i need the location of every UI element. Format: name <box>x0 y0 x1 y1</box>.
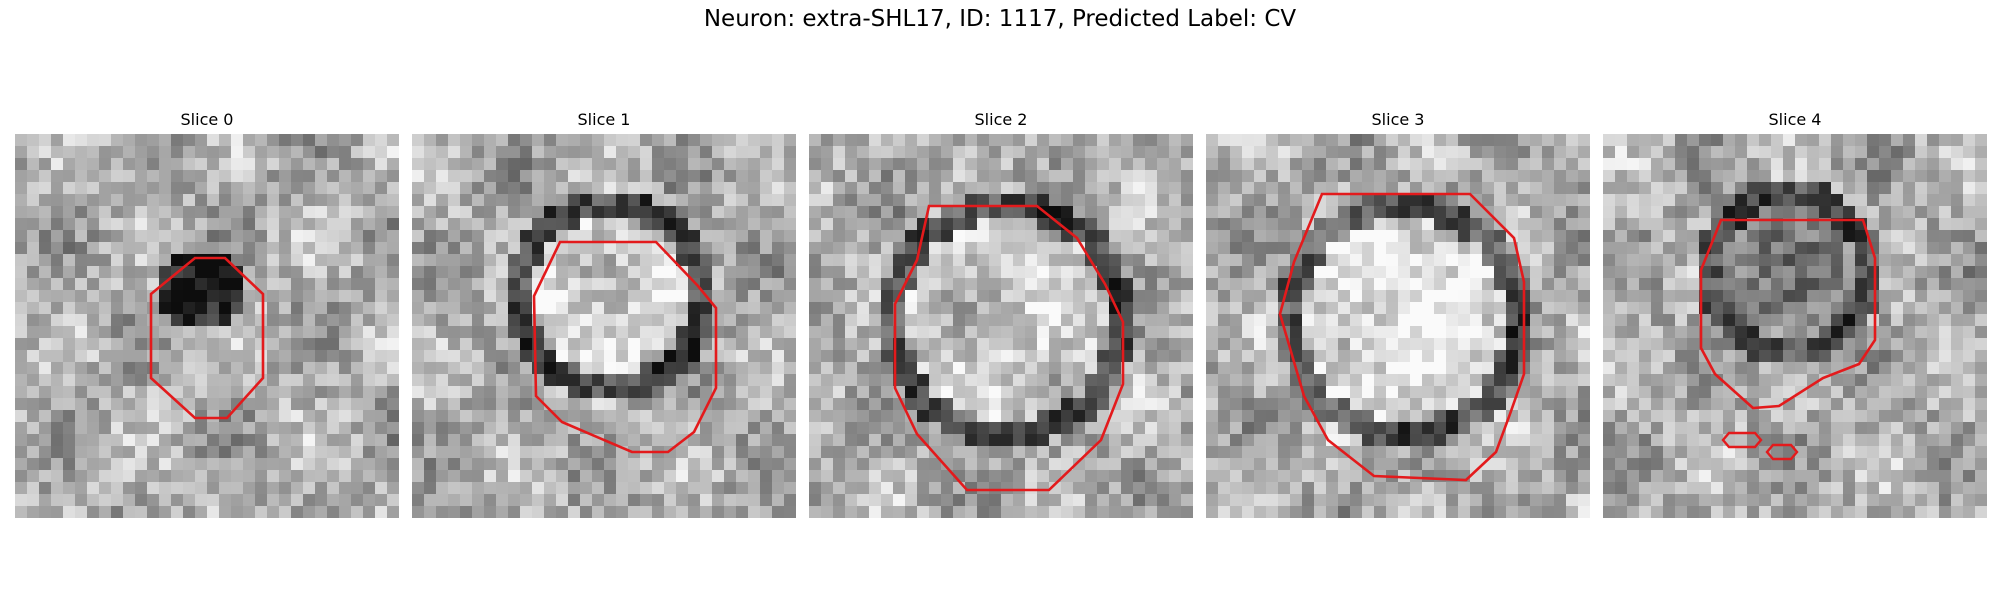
slice-panel-3: Slice 3 <box>1206 106 1590 518</box>
slice-title: Slice 2 <box>974 110 1028 129</box>
slice-image <box>1206 134 1590 518</box>
slice-title: Slice 3 <box>1371 110 1425 129</box>
slice-image <box>15 134 399 518</box>
roi-contour <box>149 256 265 420</box>
roi-contour <box>893 204 1125 492</box>
slice-title: Slice 0 <box>180 110 234 129</box>
roi-contour <box>1699 218 1877 461</box>
slice-image <box>809 134 1193 518</box>
roi-contour <box>532 240 718 454</box>
roi-contour <box>1278 192 1526 482</box>
figure-title: Neuron: extra-SHL17, ID: 1117, Predicted… <box>703 6 1297 32</box>
slice-title: Slice 4 <box>1768 110 1822 129</box>
slice-panel-4: Slice 4 <box>1603 106 1987 518</box>
slice-panel-0: Slice 0 <box>15 106 399 518</box>
slice-panel-1: Slice 1 <box>412 106 796 518</box>
slice-image <box>412 134 796 518</box>
slice-title: Slice 1 <box>577 110 631 129</box>
slice-panel-2: Slice 2 <box>809 106 1193 518</box>
